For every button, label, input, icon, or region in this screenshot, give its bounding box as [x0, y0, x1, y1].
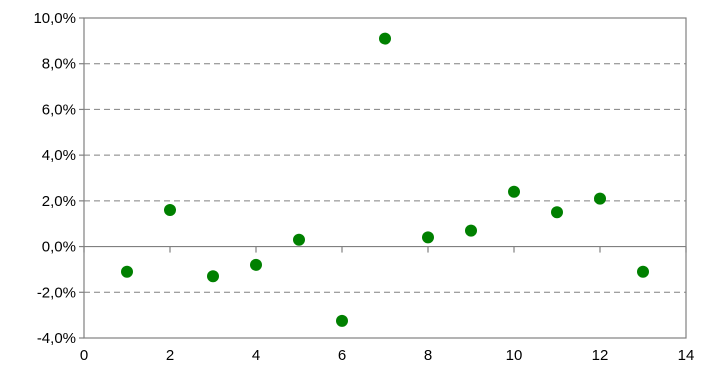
data-point-0-5: [336, 314, 348, 327]
x-axis-tick-labels: 0 2 4 6 8 10 12 14: [80, 347, 695, 364]
data-point-0-4: [293, 233, 305, 246]
y-tick-label-2: 0,0%: [42, 239, 76, 256]
y-tick-label-0: -4,0%: [37, 330, 76, 347]
y-tick-label-1: -2,0%: [37, 284, 76, 301]
data-point-0-2: [207, 270, 219, 283]
plot-area: [83, 17, 687, 339]
data-point-0-3: [250, 258, 262, 271]
data-point-0-0: [121, 265, 133, 278]
data-point-0-12: [637, 265, 649, 278]
y-tick-label-4: 4,0%: [42, 147, 76, 164]
data-point-0-1: [164, 204, 176, 216]
x-tick-label-6: 12: [592, 347, 609, 364]
y-tick-label-5: 6,0%: [42, 101, 76, 118]
data-point-0-6: [379, 32, 391, 45]
data-point-0-9: [508, 185, 520, 198]
y-axis-tick-labels: -4,0% -2,0% 0,0% 2,0% 4,0% 6,0% 8,0% 10,0%: [33, 10, 76, 347]
axes: [79, 17, 687, 339]
data-point-0-8: [465, 224, 477, 237]
x-tick-label-4: 8: [424, 347, 432, 364]
data-point-0-10: [551, 206, 563, 219]
x-tick-label-5: 10: [506, 347, 523, 364]
data-point-0-11: [594, 192, 606, 205]
data-points: [121, 32, 649, 327]
y-tick-label-7: 10,0%: [33, 10, 76, 27]
x-tick-label-1: 2: [166, 347, 174, 364]
x-tick-label-2: 4: [252, 347, 260, 364]
x-tick-label-3: 6: [338, 347, 346, 364]
y-tick-label-6: 8,0%: [42, 56, 76, 73]
gridlines: [84, 63, 686, 293]
y-tick-label-3: 2,0%: [42, 193, 76, 210]
x-tick-label-0: 0: [80, 347, 88, 364]
x-tick-label-7: 14: [678, 347, 695, 364]
data-point-0-7: [422, 231, 434, 244]
